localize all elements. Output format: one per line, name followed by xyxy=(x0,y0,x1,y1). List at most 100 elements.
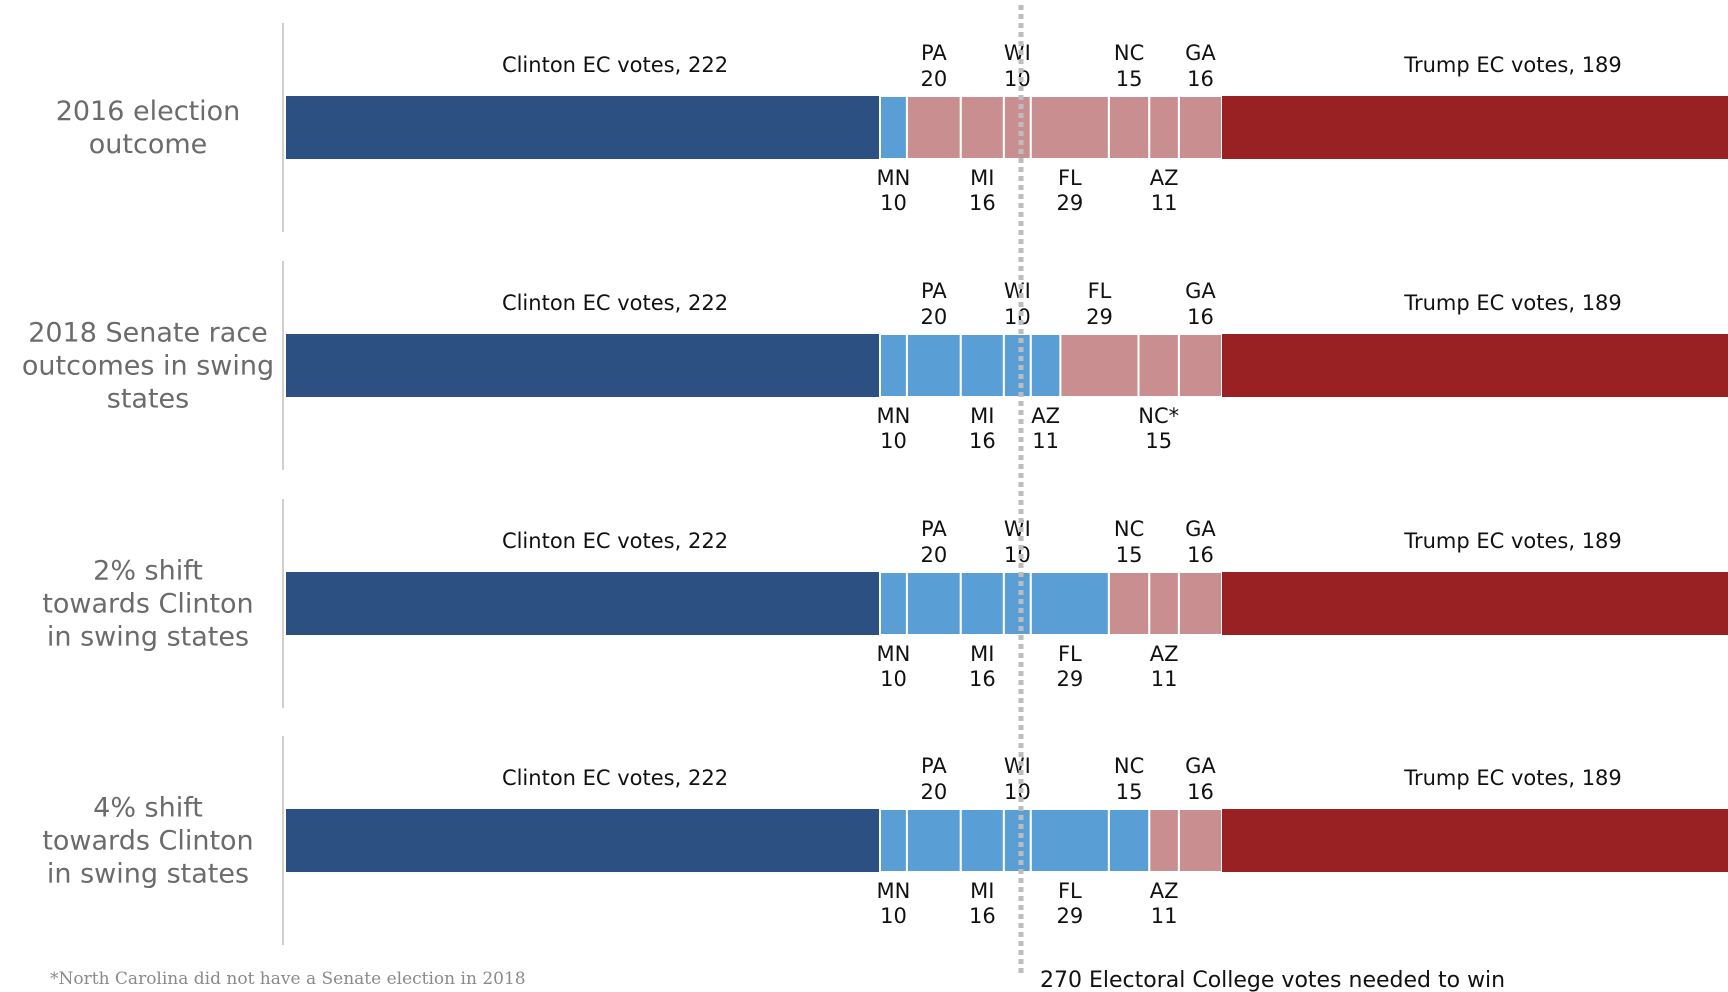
bar-clinton-base xyxy=(286,809,880,872)
state-votes-az: 11 xyxy=(1151,191,1178,215)
state-votes-pa: 20 xyxy=(920,780,947,804)
state-votes-nc: 15 xyxy=(1145,429,1172,453)
state-label-az: AZ xyxy=(1150,879,1179,903)
state-label-pa: PA xyxy=(921,279,947,303)
bar-segment-nc xyxy=(1107,808,1151,873)
state-votes-wi: 10 xyxy=(1004,67,1031,91)
trump-total-label: Trump EC votes, 189 xyxy=(1403,529,1622,553)
state-votes-mi: 16 xyxy=(969,904,996,928)
bar-segment-mn xyxy=(879,808,908,873)
row-label-line: towards Clinton xyxy=(42,826,253,857)
bar-segment-mi xyxy=(959,808,1005,873)
state-votes-mn: 10 xyxy=(880,904,907,928)
state-label-mn: MN xyxy=(877,404,911,428)
state-votes-wi: 10 xyxy=(1004,305,1031,329)
state-votes-mn: 10 xyxy=(880,429,907,453)
state-label-wi: WI xyxy=(1004,41,1031,65)
state-label-nc: NC xyxy=(1114,517,1144,541)
bar-segment-pa xyxy=(905,95,962,160)
bar-segment-az xyxy=(1148,808,1180,873)
bar-segment-ga xyxy=(1177,571,1223,636)
state-label-fl: FL xyxy=(1058,879,1082,903)
bar-segment-ga xyxy=(1177,333,1223,398)
bar-segment-ga xyxy=(1177,95,1223,160)
state-votes-fl: 29 xyxy=(1056,667,1083,691)
bar-segment-pa xyxy=(905,808,962,873)
bar-segment-wi xyxy=(1002,333,1032,398)
bar-segment-mi xyxy=(959,571,1005,636)
threshold-label: 270 Electoral College votes needed to wi… xyxy=(1040,968,1505,992)
trump-total-label: Trump EC votes, 189 xyxy=(1403,291,1622,315)
clinton-total-label: Clinton EC votes, 222 xyxy=(502,529,728,553)
bar-trump-base xyxy=(1222,334,1728,397)
bar-trump-base xyxy=(1222,572,1728,635)
state-label-nc: NC xyxy=(1114,41,1144,65)
state-label-az: AZ xyxy=(1150,166,1179,190)
state-votes-wi: 10 xyxy=(1004,543,1031,567)
state-label-mn: MN xyxy=(877,166,911,190)
state-votes-az: 11 xyxy=(1151,904,1178,928)
row-label-line: 2% shift xyxy=(93,556,203,587)
clinton-total-label: Clinton EC votes, 222 xyxy=(502,53,728,77)
state-votes-wi: 10 xyxy=(1004,780,1031,804)
state-votes-ga: 16 xyxy=(1187,67,1214,91)
bar-segment-mi xyxy=(959,95,1005,160)
state-votes-mn: 10 xyxy=(880,191,907,215)
row-label-line: outcome xyxy=(89,129,208,160)
bar-segment-wi xyxy=(1002,808,1032,873)
state-votes-az: 11 xyxy=(1151,667,1178,691)
state-label-ga: GA xyxy=(1185,754,1216,778)
state-label-mi: MI xyxy=(970,879,994,903)
bar-segment-az xyxy=(1148,571,1180,636)
footnote: *North Carolina did not have a Senate el… xyxy=(50,969,526,989)
row-label-line: towards Clinton xyxy=(42,589,253,620)
row-label-line: 2018 Senate race xyxy=(28,318,268,349)
bar-trump-base xyxy=(1222,809,1728,872)
state-label-pa: PA xyxy=(921,754,947,778)
state-votes-pa: 20 xyxy=(920,305,947,329)
row-label-line: in swing states xyxy=(47,622,249,653)
state-label-nc: NC xyxy=(1114,754,1144,778)
state-label-mn: MN xyxy=(877,642,911,666)
state-votes-mi: 16 xyxy=(969,667,996,691)
bar-segment-nc xyxy=(1107,95,1151,160)
trump-total-label: Trump EC votes, 189 xyxy=(1403,766,1622,790)
bar-segment-az xyxy=(1148,95,1180,160)
state-label-nc: NC* xyxy=(1138,404,1179,428)
state-label-pa: PA xyxy=(921,41,947,65)
bar-segment-ga xyxy=(1177,808,1223,873)
bar-segment-az xyxy=(1029,333,1062,398)
row-label-line: in swing states xyxy=(47,859,249,890)
bar-trump-base xyxy=(1222,96,1728,159)
bar-segment-mn xyxy=(879,95,908,160)
state-votes-nc: 15 xyxy=(1116,67,1143,91)
state-votes-nc: 15 xyxy=(1116,780,1143,804)
bar-clinton-base xyxy=(286,572,880,635)
state-label-mi: MI xyxy=(970,404,994,428)
state-label-mn: MN xyxy=(877,879,911,903)
bar-clinton-base xyxy=(286,96,880,159)
state-label-az: AZ xyxy=(1031,404,1060,428)
clinton-total-label: Clinton EC votes, 222 xyxy=(502,766,728,790)
state-label-fl: FL xyxy=(1058,642,1082,666)
chart-rows: 2016 electionoutcomeMN10PA20MI16WI10FL29… xyxy=(22,23,1728,945)
state-label-wi: WI xyxy=(1004,279,1031,303)
row-label-line: outcomes in swing xyxy=(22,351,274,382)
state-label-fl: FL xyxy=(1088,279,1112,303)
bar-segment-mi xyxy=(959,333,1005,398)
bar-segment-pa xyxy=(905,571,962,636)
bar-segment-fl xyxy=(1029,571,1110,636)
state-votes-ga: 16 xyxy=(1187,305,1214,329)
state-votes-ga: 16 xyxy=(1187,780,1214,804)
state-votes-fl: 29 xyxy=(1056,191,1083,215)
bar-segment-mn xyxy=(879,333,908,398)
bar-segment-fl xyxy=(1059,333,1140,398)
state-label-ga: GA xyxy=(1185,279,1216,303)
state-label-ga: GA xyxy=(1185,517,1216,541)
bar-segment-fl xyxy=(1029,808,1110,873)
bar-segment-pa xyxy=(905,333,962,398)
